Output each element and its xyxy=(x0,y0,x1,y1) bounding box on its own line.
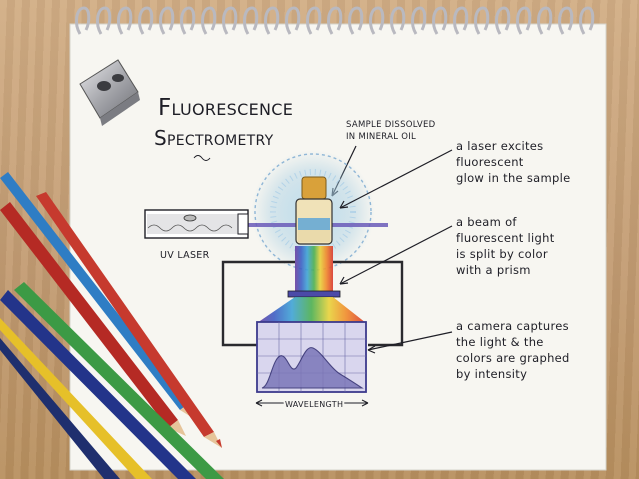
annotation-laser-line-3: glow in the sample xyxy=(456,171,570,185)
spiral-coil xyxy=(243,6,259,35)
spiral-coil xyxy=(558,6,574,35)
annotation-camera-line-1: a camera captures xyxy=(456,319,569,333)
red-pencil xyxy=(36,192,222,448)
spiral-coil xyxy=(579,6,595,35)
annotation-camera: a camera captures the light & the colors… xyxy=(367,319,570,381)
uv-laser-label: UV LASER xyxy=(160,250,210,261)
annotation-laser: a laser excites fluorescent glow in the … xyxy=(339,139,570,209)
camera-graph xyxy=(256,321,367,393)
dark-blue-pencil xyxy=(0,290,196,479)
spiral-coil xyxy=(264,6,280,35)
annotation-beam-line-4: with a prism xyxy=(456,263,531,277)
spiral-coil xyxy=(369,6,385,35)
sample-label-line-2: IN MINERAL OIL xyxy=(346,132,416,142)
green-pencil xyxy=(14,282,224,479)
annotation-beam-line-2: fluorescent light xyxy=(456,231,555,245)
intensity-curve xyxy=(261,347,364,389)
spiral-coil xyxy=(348,6,364,35)
spiral-coil xyxy=(432,6,448,35)
spiral-coil xyxy=(180,6,196,35)
spiral-coil xyxy=(201,6,217,35)
spiral-coil xyxy=(306,6,322,35)
annotation-laser-line-2: fluorescent xyxy=(456,155,524,169)
spiral-coil xyxy=(222,6,238,35)
colored-pencils xyxy=(0,172,224,479)
spiral-coil xyxy=(138,6,154,35)
sample-vial xyxy=(295,176,333,245)
title-line-2: Spectrometry xyxy=(154,126,274,150)
spiral-coil xyxy=(390,6,406,35)
annotation-beam-line-3: is split by color xyxy=(456,247,548,261)
uv-laser: UV LASER xyxy=(144,209,249,261)
title-line-1: Fluorescence xyxy=(158,95,293,121)
spiral-coil xyxy=(96,6,112,35)
spiral-coil xyxy=(285,6,301,35)
annotation-laser-line-1: a laser excites xyxy=(456,139,543,153)
yellow-pencil xyxy=(0,318,152,479)
spiral-coil xyxy=(537,6,553,35)
spiral-coil xyxy=(327,6,343,35)
annotation-camera-line-2: the light & the xyxy=(456,335,544,349)
dispersed-spectrum xyxy=(257,297,366,323)
sample-label-line-1: SAMPLE DISSOLVED xyxy=(346,120,436,130)
spiral-coil xyxy=(75,6,91,35)
spiral-coil xyxy=(117,6,133,35)
spiral-coil xyxy=(453,6,469,35)
pencil-sharpener xyxy=(79,59,140,126)
spiral-coil xyxy=(516,6,532,35)
annotation-beam-line-1: a beam of xyxy=(456,215,517,229)
wavelength-axis: WAVELENGTH xyxy=(255,398,369,411)
rainbow-beam xyxy=(295,246,333,292)
annotation-camera-line-4: by intensity xyxy=(456,367,527,381)
spiral-binding xyxy=(75,6,595,35)
navy-pencil xyxy=(0,338,120,479)
annotation-beam: a beam of fluorescent light is split by … xyxy=(339,215,555,285)
spiral-coil xyxy=(159,6,175,35)
wavelength-label: WAVELENGTH xyxy=(285,400,343,409)
spiral-coil xyxy=(474,6,490,35)
spiral-coil xyxy=(411,6,427,35)
spiral-coil xyxy=(495,6,511,35)
prism xyxy=(287,290,341,298)
title-block: Fluorescence Spectrometry xyxy=(154,95,293,161)
housing-frame xyxy=(221,260,404,347)
annotation-camera-line-3: colors are graphed xyxy=(456,351,570,365)
red-pencil-2 xyxy=(0,202,186,436)
